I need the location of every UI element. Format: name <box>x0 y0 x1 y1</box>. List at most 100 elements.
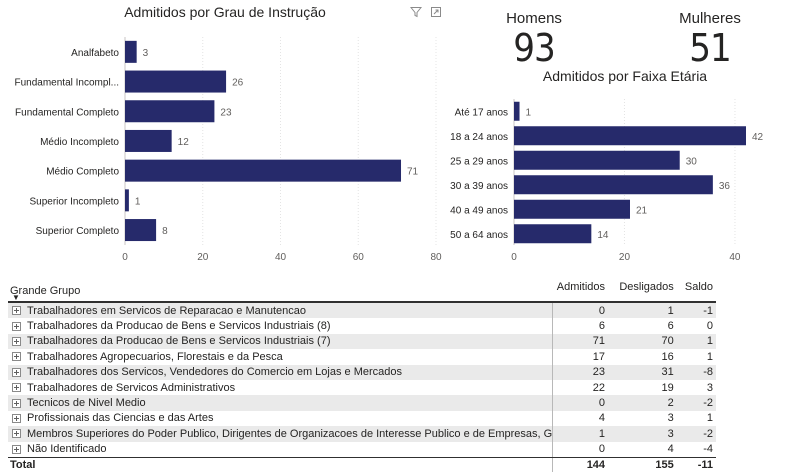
focus-mode-icon[interactable] <box>430 6 442 18</box>
row-label: Trabalhadores de Servicos Administrativo… <box>27 381 236 394</box>
faixa-category-label: Até 17 anos <box>455 107 508 118</box>
row-label: Não Identificado <box>27 443 107 456</box>
header-grande-grupo[interactable]: Grande Grupo <box>10 285 81 297</box>
expand-icon[interactable] <box>12 367 21 377</box>
grau-category-label: Superior Incompleto <box>30 196 120 207</box>
grau-data-label: 3 <box>143 48 149 59</box>
faixa-category-label: 25 a 29 anos <box>450 156 508 167</box>
row-admitidos: 17 <box>592 350 606 363</box>
row-admitidos: 4 <box>598 412 606 425</box>
table-row[interactable]: Tecnicos de Nivel Medio 0 2 -2 <box>8 395 716 411</box>
row-saldo: 0 <box>706 320 713 333</box>
row-saldo: 1 <box>706 350 713 363</box>
total-desligados: 155 <box>655 459 674 472</box>
grau-category-label: Médio Incompleto <box>40 137 119 148</box>
grau-data-label: 8 <box>162 226 168 237</box>
chart-grau-instrucao: 0 20 40 60 80 Analfabeto 3 Fundamental Incompl.… <box>15 37 442 263</box>
chart-faixa-etaria: 0 20 40 Até 17 anos 1 18 a 24 anos 42 25 a 29 a… <box>450 99 764 263</box>
grau-data-label: 23 <box>220 107 232 118</box>
row-label: Tecnicos de Nivel Medio <box>27 397 146 410</box>
row-label: Profissionais das Ciencias e das Artes <box>27 412 214 425</box>
row-desligados: 6 <box>667 320 674 333</box>
row-grande-grupo: Trabalhadores da Producao de Bens e Serv… <box>8 318 554 334</box>
kpi-homens-label: Homens <box>506 10 562 27</box>
row-admitidos: 0 <box>598 304 606 317</box>
sort-descending-icon[interactable]: ▼ <box>12 293 20 302</box>
expand-icon[interactable] <box>12 321 21 331</box>
faixa-category-label: 50 a 64 anos <box>450 230 508 241</box>
expand-icon[interactable] <box>12 429 21 439</box>
row-grande-grupo: Trabalhadores dos Servicos, Vendedores d… <box>8 364 554 380</box>
chart-title-faixa: Admitidos por Faixa Etária <box>542 68 708 84</box>
expand-icon[interactable] <box>12 352 21 362</box>
row-grande-grupo: Trabalhadores de Servicos Administrativo… <box>8 379 554 396</box>
row-admitidos: 71 <box>592 335 606 348</box>
faixa-bar[interactable] <box>514 224 592 244</box>
table-row[interactable]: Profissionais das Ciencias e das Artes 4 3… <box>8 410 716 427</box>
faixa-data-label: 30 <box>686 156 698 167</box>
expand-icon[interactable] <box>12 336 21 346</box>
table-row[interactable]: Trabalhadores Agropecuarios, Florestais … <box>8 349 716 365</box>
table-row[interactable]: Trabalhadores de Servicos Administrativo… <box>8 379 716 396</box>
header-saldo[interactable]: Saldo <box>684 281 713 293</box>
expand-icon[interactable] <box>12 306 21 316</box>
faixa-category-label: 18 a 24 anos <box>450 132 508 143</box>
grau-bar[interactable] <box>125 70 227 93</box>
faixa-x-tick-label: 20 <box>619 252 631 263</box>
kpi-mulheres-label: Mulheres <box>679 10 741 27</box>
grau-category-label: Fundamental Incompl... <box>15 78 120 89</box>
chart-title-grau: Admitidos por Grau de Instrução <box>124 4 326 20</box>
row-desligados: 3 <box>667 427 674 440</box>
faixa-bar[interactable] <box>514 175 713 195</box>
table-row[interactable]: Membros Superiores do Poder Publico, Dir… <box>8 426 716 442</box>
faixa-bar[interactable] <box>514 101 520 121</box>
grau-bar[interactable] <box>125 189 129 212</box>
faixa-data-label: 36 <box>719 181 731 192</box>
row-label: Membros Superiores do Poder Publico, Dir… <box>27 427 554 440</box>
grau-bar[interactable] <box>125 159 402 182</box>
faixa-bar[interactable] <box>514 126 746 146</box>
row-saldo: -1 <box>703 304 713 317</box>
faixa-data-label: 42 <box>752 132 764 143</box>
row-desligados: 19 <box>661 381 674 394</box>
grau-x-tick-label: 0 <box>122 252 128 263</box>
total-label: Total <box>8 457 554 472</box>
table-row[interactable]: Trabalhadores da Producao de Bens e Serv… <box>8 333 716 350</box>
table-row[interactable]: Não Identificado 0 4 -4 <box>8 441 716 457</box>
faixa-category-label: 40 a 49 anos <box>450 205 508 216</box>
expand-icon[interactable] <box>12 413 21 423</box>
table-row[interactable]: Trabalhadores em Servicos de Reparacao e… <box>8 303 716 319</box>
faixa-bar[interactable] <box>514 199 630 219</box>
expand-icon[interactable] <box>12 444 21 454</box>
expand-icon[interactable] <box>12 383 21 393</box>
header-admitidos[interactable]: Admitidos <box>556 281 606 293</box>
grau-bar[interactable] <box>125 100 215 123</box>
row-grande-grupo: Trabalhadores Agropecuarios, Florestais … <box>8 349 554 365</box>
row-saldo: 1 <box>706 335 713 348</box>
grau-x-tick-label: 20 <box>197 252 209 263</box>
grau-data-label: 26 <box>232 78 244 89</box>
expand-icon[interactable] <box>12 398 21 408</box>
row-grande-grupo: Profissionais das Ciencias e das Artes <box>8 410 554 427</box>
faixa-bar[interactable] <box>514 150 680 170</box>
row-saldo: -8 <box>703 366 713 379</box>
grau-category-label: Superior Completo <box>36 226 120 237</box>
row-grande-grupo: Tecnicos de Nivel Medio <box>8 395 554 411</box>
row-grande-grupo: Não Identificado <box>8 441 554 457</box>
grau-bar[interactable] <box>125 129 172 152</box>
row-desligados: 4 <box>667 443 674 456</box>
table-row[interactable]: Trabalhadores da Producao de Bens e Serv… <box>8 318 716 334</box>
table-header: Grande Grupo Admitidos Desligados Saldo … <box>8 279 716 303</box>
faixa-data-label: 21 <box>636 205 648 216</box>
filter-icon[interactable] <box>410 6 422 18</box>
row-saldo: -2 <box>703 397 713 410</box>
row-desligados: 31 <box>661 366 674 379</box>
row-saldo: 3 <box>706 381 713 394</box>
table-total-row: Total 144 155 -11 <box>8 456 716 472</box>
grau-bar[interactable] <box>125 40 137 63</box>
faixa-data-label: 1 <box>526 107 532 118</box>
header-desligados[interactable]: Desligados <box>619 281 674 293</box>
table-row[interactable]: Trabalhadores dos Servicos, Vendedores d… <box>8 364 716 380</box>
kpi-mulheres-value: 51 <box>689 26 732 70</box>
grau-bar[interactable] <box>125 219 157 242</box>
